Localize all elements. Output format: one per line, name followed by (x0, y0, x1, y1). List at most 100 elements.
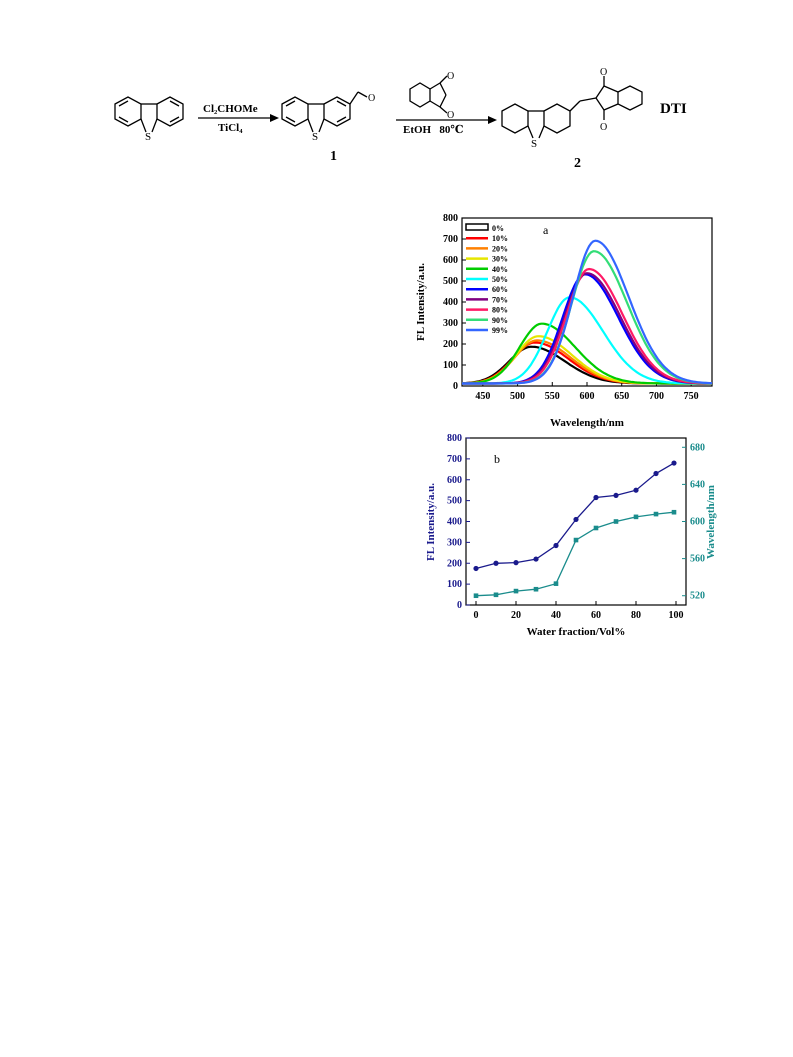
y-left-tick-label: 200 (447, 558, 462, 569)
legend-label: 10% (492, 234, 508, 243)
spectrum-curve (461, 345, 712, 385)
wavelength-point (573, 537, 579, 543)
intensity-point (593, 494, 599, 501)
legend-label: 70% (492, 295, 508, 304)
x-tick-label: 0 (474, 610, 479, 621)
x-tick-label: 750 (684, 391, 699, 402)
arrow-head-1 (270, 114, 279, 122)
y-tick-label: 200 (443, 339, 458, 350)
legend-label: 0% (492, 224, 504, 233)
panel-label-a: a (543, 223, 549, 237)
wavelength-point (633, 514, 639, 520)
panel-label-b: b (494, 452, 500, 466)
fl-spectra-chart: 450 500 550 600 650 700 750 0 100 200 300 400 500 600… (415, 213, 713, 429)
x-axis-label: Wavelength/nm (550, 417, 624, 429)
legend-label: 30% (492, 255, 508, 264)
indandione-structure (409, 75, 448, 114)
wavelength-point (533, 586, 539, 592)
legend-swatch (465, 223, 489, 231)
y-left-tick-label: 800 (447, 433, 462, 444)
wavelength-point (613, 519, 619, 524)
y-tick-label: 500 (443, 276, 458, 287)
spectrum-curve (462, 239, 713, 385)
wavelength-point (553, 581, 559, 586)
y-right-tick-label: 560 (690, 554, 705, 565)
wavelength-point (671, 509, 677, 515)
indandione-oxygen: O (447, 71, 454, 82)
y-tick-label: 0 (453, 381, 458, 392)
legend-label: 40% (492, 265, 508, 274)
water-fraction-chart: 0 20 40 60 80 100 0 100 200 300 400 500 600 700 800 520… (425, 433, 717, 638)
y-tick-label: 300 (443, 318, 458, 329)
intensity-point (671, 460, 677, 466)
product-name: DTI (660, 101, 687, 117)
reaction-scheme: S Cl₂CHOMe TiCl₄ S O 1 O O EtOH 80℃ (114, 67, 687, 171)
x-tick-label: 600 (580, 391, 595, 402)
x-tick-label: 60 (591, 610, 601, 621)
x-tick-label: 650 (614, 391, 629, 402)
intensity-point (653, 470, 659, 477)
wavelength-point (513, 588, 519, 594)
y-left-tick-label: 700 (447, 454, 462, 465)
compound-2-structure (501, 76, 643, 139)
intensity-point (493, 560, 499, 566)
legend-label: 60% (492, 285, 508, 294)
x-tick-label: 20 (511, 610, 521, 621)
y-left-tick-label: 500 (447, 496, 462, 507)
y-left-tick-label: 0 (457, 600, 462, 611)
y-left-tick-label: 400 (447, 517, 462, 528)
reagent-1-top: Cl₂CHOMe (203, 103, 258, 115)
legend-label: 80% (492, 306, 508, 315)
y-axis-label: FL Intensity/a.u. (415, 263, 427, 341)
x-tick-label: 450 (475, 391, 490, 402)
legend-label: 50% (492, 275, 508, 284)
intensity-point (533, 556, 539, 562)
x-tick-label: 80 (631, 610, 641, 621)
y-tick-label: 100 (443, 360, 458, 371)
dibenzothiophene-structure (114, 96, 184, 133)
x-tick-label: 550 (545, 391, 560, 402)
y-right-tick-label: 680 (690, 442, 705, 453)
y-right-tick-label: 600 (690, 517, 705, 528)
reagent-1-bottom: TiCl₄ (218, 122, 243, 134)
reagent-2-bottom: EtOH 80℃ (403, 124, 464, 136)
compound-1-structure (281, 91, 368, 133)
sulfur-atom: S (312, 131, 318, 143)
x-axis-label: Water fraction/Vol% (527, 626, 626, 638)
legend-label: 20% (492, 244, 508, 253)
sulfur-atom: S (145, 131, 151, 143)
wavelength-point (473, 593, 479, 599)
y-left-tick-label: 600 (447, 475, 462, 486)
y-left-tick-label: 100 (447, 579, 462, 590)
intensity-point (613, 492, 619, 499)
y-right-tick-label: 520 (690, 591, 705, 602)
y-tick-label: 800 (443, 213, 458, 224)
x-tick-label: 500 (510, 391, 525, 402)
legend-label: 90% (492, 316, 508, 325)
compound-2-label: 2 (574, 156, 581, 171)
y-axis-left-label: FL Intensity/a.u. (425, 483, 437, 561)
intensity-point (473, 565, 479, 572)
intensity-point (513, 560, 519, 566)
legend-label: 99% (492, 326, 508, 335)
intensity-point (553, 542, 559, 549)
aldehyde-oxygen: O (368, 93, 375, 104)
product-oxygen-top: O (600, 67, 607, 78)
wavelength-point (493, 592, 499, 598)
wavelength-point (653, 511, 659, 517)
y-tick-label: 700 (443, 234, 458, 245)
y-tick-label: 600 (443, 255, 458, 266)
arrow-head-2 (488, 116, 497, 124)
product-oxygen-bottom: O (600, 122, 607, 133)
y-axis-right-label: Wavelength/nm (705, 485, 717, 559)
y-tick-label: 400 (443, 297, 458, 308)
intensity-point (573, 516, 579, 523)
wavelength-point (593, 525, 599, 531)
wavelength-line (475, 511, 675, 597)
x-tick-label: 700 (649, 391, 664, 402)
y-right-tick-label: 640 (690, 479, 705, 490)
y-left-tick-label: 300 (447, 537, 462, 548)
sulfur-atom: S (531, 138, 537, 150)
intensity-point (633, 487, 639, 493)
compound-1-label: 1 (330, 149, 337, 164)
